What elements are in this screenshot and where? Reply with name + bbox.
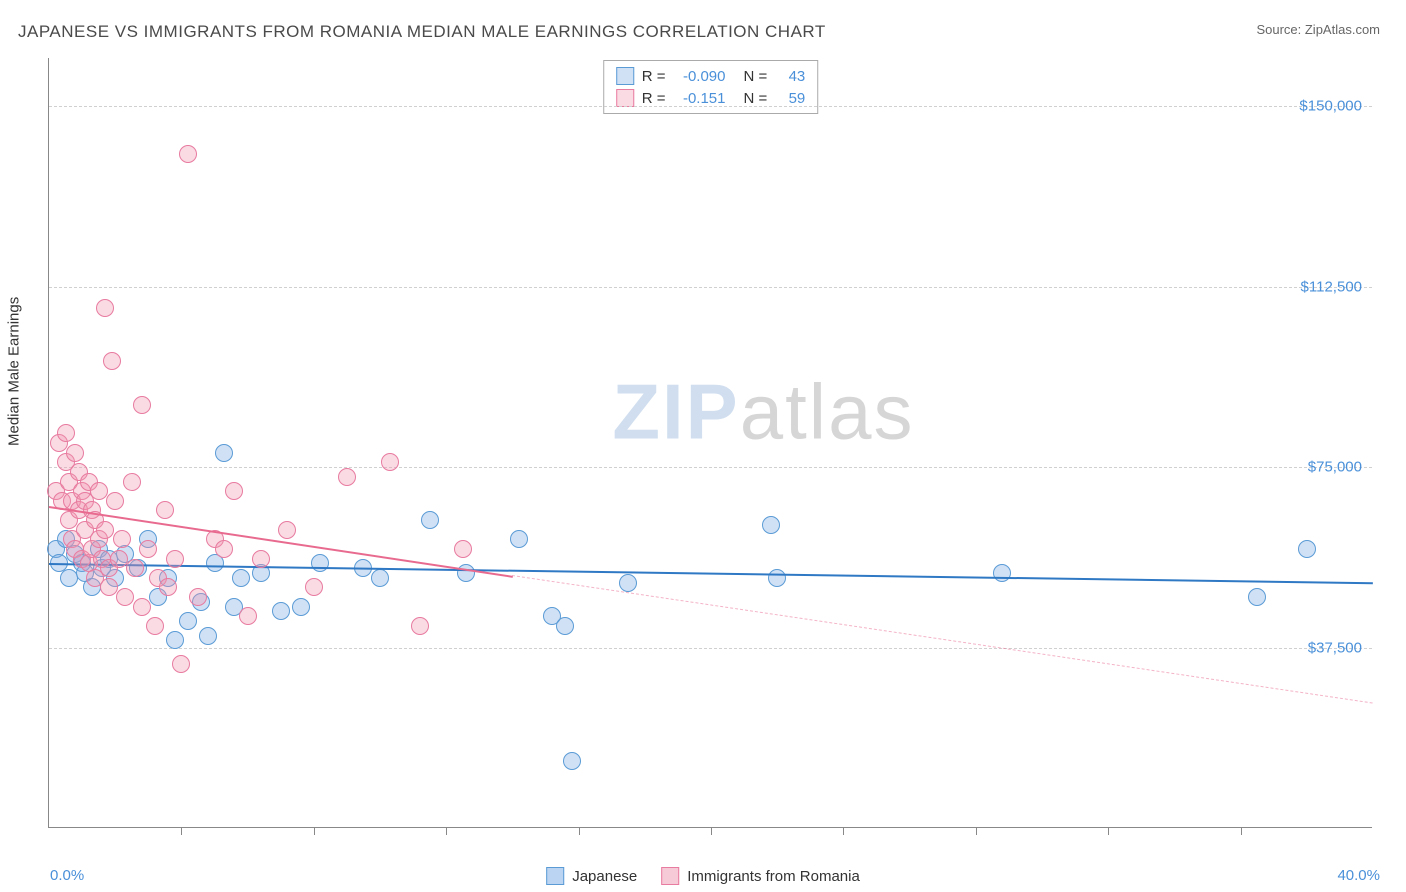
gridline bbox=[49, 287, 1372, 288]
series-swatch bbox=[616, 67, 634, 85]
data-point bbox=[116, 588, 134, 606]
data-point bbox=[272, 602, 290, 620]
x-axis-max-label: 40.0% bbox=[1337, 867, 1380, 884]
legend-item: Immigrants from Romania bbox=[661, 867, 860, 885]
x-tick bbox=[976, 827, 977, 835]
data-point bbox=[1248, 588, 1266, 606]
data-point bbox=[278, 521, 296, 539]
x-tick bbox=[314, 827, 315, 835]
n-value: 59 bbox=[775, 90, 805, 107]
data-point bbox=[556, 617, 574, 635]
data-point bbox=[1298, 540, 1316, 558]
data-point bbox=[768, 569, 786, 587]
data-point bbox=[510, 530, 528, 548]
gridline bbox=[49, 648, 1372, 649]
data-point bbox=[103, 352, 121, 370]
data-point bbox=[371, 569, 389, 587]
data-point bbox=[172, 655, 190, 673]
data-point bbox=[305, 578, 323, 596]
y-tick-label: $150,000 bbox=[1299, 98, 1362, 115]
data-point bbox=[133, 598, 151, 616]
legend-label: Japanese bbox=[572, 868, 637, 885]
data-point bbox=[225, 482, 243, 500]
x-tick bbox=[711, 827, 712, 835]
data-point bbox=[57, 424, 75, 442]
r-value: -0.090 bbox=[674, 68, 726, 85]
data-point bbox=[338, 468, 356, 486]
data-point bbox=[166, 631, 184, 649]
data-point bbox=[159, 578, 177, 596]
x-tick bbox=[579, 827, 580, 835]
y-tick-label: $112,500 bbox=[1301, 278, 1362, 295]
data-point bbox=[454, 540, 472, 558]
data-point bbox=[113, 530, 131, 548]
data-point bbox=[179, 145, 197, 163]
data-point bbox=[90, 482, 108, 500]
n-value: 43 bbox=[775, 68, 805, 85]
data-point bbox=[232, 569, 250, 587]
data-point bbox=[762, 516, 780, 534]
data-point bbox=[189, 588, 207, 606]
data-point bbox=[133, 396, 151, 414]
data-point bbox=[619, 574, 637, 592]
data-point bbox=[96, 299, 114, 317]
x-tick bbox=[1108, 827, 1109, 835]
n-label: N = bbox=[744, 68, 768, 85]
data-point bbox=[139, 540, 157, 558]
gridline bbox=[49, 467, 1372, 468]
data-point bbox=[179, 612, 197, 630]
data-point bbox=[421, 511, 439, 529]
data-point bbox=[60, 569, 78, 587]
data-point bbox=[215, 540, 233, 558]
data-point bbox=[311, 554, 329, 572]
x-tick bbox=[1241, 827, 1242, 835]
series-swatch bbox=[616, 89, 634, 107]
data-point bbox=[146, 617, 164, 635]
r-label: R = bbox=[642, 90, 666, 107]
r-label: R = bbox=[642, 68, 666, 85]
data-point bbox=[110, 550, 128, 568]
data-point bbox=[166, 550, 184, 568]
watermark-atlas: atlas bbox=[740, 367, 915, 455]
data-point bbox=[126, 559, 144, 577]
data-point bbox=[199, 627, 217, 645]
source-attribution: Source: ZipAtlas.com bbox=[1256, 22, 1380, 37]
x-tick bbox=[446, 827, 447, 835]
data-point bbox=[563, 752, 581, 770]
legend-label: Immigrants from Romania bbox=[687, 868, 860, 885]
gridline bbox=[49, 106, 1372, 107]
x-axis-min-label: 0.0% bbox=[50, 867, 84, 884]
data-point bbox=[252, 550, 270, 568]
y-tick-label: $75,000 bbox=[1308, 459, 1362, 476]
n-label: N = bbox=[744, 90, 768, 107]
data-point bbox=[215, 444, 233, 462]
data-point bbox=[96, 521, 114, 539]
y-axis-title: Median Male Earnings bbox=[6, 297, 23, 446]
legend-item: Japanese bbox=[546, 867, 637, 885]
data-point bbox=[457, 564, 475, 582]
watermark: ZIPatlas bbox=[612, 366, 914, 457]
chart-plot-area: ZIPatlas R = -0.090 N = 43 R = -0.151 N = 59 $3… bbox=[48, 58, 1372, 828]
data-point bbox=[106, 492, 124, 510]
chart-title: JAPANESE VS IMMIGRANTS FROM ROMANIA MEDI… bbox=[18, 22, 826, 42]
data-point bbox=[156, 501, 174, 519]
watermark-zip: ZIP bbox=[612, 367, 739, 455]
data-point bbox=[100, 578, 118, 596]
stats-row: R = -0.090 N = 43 bbox=[616, 65, 806, 87]
data-point bbox=[66, 444, 84, 462]
x-tick bbox=[181, 827, 182, 835]
data-point bbox=[993, 564, 1011, 582]
data-point bbox=[239, 607, 257, 625]
x-tick bbox=[843, 827, 844, 835]
data-point bbox=[123, 473, 141, 491]
y-tick-label: $37,500 bbox=[1308, 639, 1362, 656]
data-point bbox=[411, 617, 429, 635]
trend-line-extrapolated bbox=[512, 575, 1373, 704]
r-value: -0.151 bbox=[674, 90, 726, 107]
legend-swatch bbox=[661, 867, 679, 885]
data-point bbox=[381, 453, 399, 471]
bottom-legend: Japanese Immigrants from Romania bbox=[546, 867, 860, 885]
data-point bbox=[292, 598, 310, 616]
legend-swatch bbox=[546, 867, 564, 885]
